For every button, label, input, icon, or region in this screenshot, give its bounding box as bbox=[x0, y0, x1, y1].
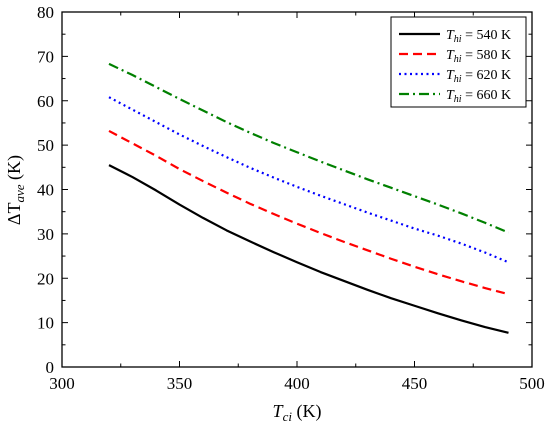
legend: Thi = 540 K Thi = 580 K Thi = 620 K Thi = 6… bbox=[390, 16, 527, 108]
y-tick-label: 60 bbox=[37, 92, 54, 111]
series-layer bbox=[108, 62, 509, 334]
y-tick-label: 40 bbox=[37, 181, 54, 200]
legend-label-1: Thi = 540 K bbox=[446, 28, 511, 45]
x-tick-label: 500 bbox=[519, 374, 545, 393]
series-line-1 bbox=[108, 164, 509, 334]
x-tick-label: 300 bbox=[49, 374, 75, 393]
y-tick-label: 30 bbox=[37, 225, 54, 244]
y-axis-label-unit: (K) bbox=[4, 155, 25, 185]
y-tick-label: 70 bbox=[37, 47, 54, 66]
y-tick-label: 80 bbox=[37, 3, 54, 22]
x-axis-label-main: T bbox=[273, 401, 285, 421]
series-line-4 bbox=[108, 62, 509, 234]
x-tick-label: 450 bbox=[402, 374, 428, 393]
legend-label-2: Thi = 580 K bbox=[446, 48, 511, 65]
x-axis-label-sub: ci bbox=[283, 409, 293, 424]
y-axis-label-main: ΔT bbox=[4, 202, 24, 225]
y-tick-label: 10 bbox=[37, 314, 54, 333]
series-line-2 bbox=[108, 129, 509, 296]
legend-label-4: Thi = 660 K bbox=[446, 88, 511, 105]
legend-label-3: Thi = 620 K bbox=[446, 68, 511, 85]
y-tick-label: 50 bbox=[37, 136, 54, 155]
y-axis-label: ΔTave (K) bbox=[4, 155, 27, 225]
y-tick-label: 0 bbox=[46, 358, 55, 377]
x-axis-label-unit: (K) bbox=[292, 401, 322, 422]
x-axis-label: Tci (K) bbox=[273, 401, 322, 424]
x-tick-label: 400 bbox=[284, 374, 310, 393]
y-axis-label-sub: ave bbox=[12, 184, 27, 202]
legend-box bbox=[390, 16, 527, 108]
ticks-layer: 300 350 400 450 500 0 10 20 30 40 50 60 70 80 bbox=[37, 3, 545, 393]
series-line-3 bbox=[108, 96, 509, 264]
x-tick-label: 350 bbox=[167, 374, 193, 393]
y-tick-label: 20 bbox=[37, 269, 54, 288]
